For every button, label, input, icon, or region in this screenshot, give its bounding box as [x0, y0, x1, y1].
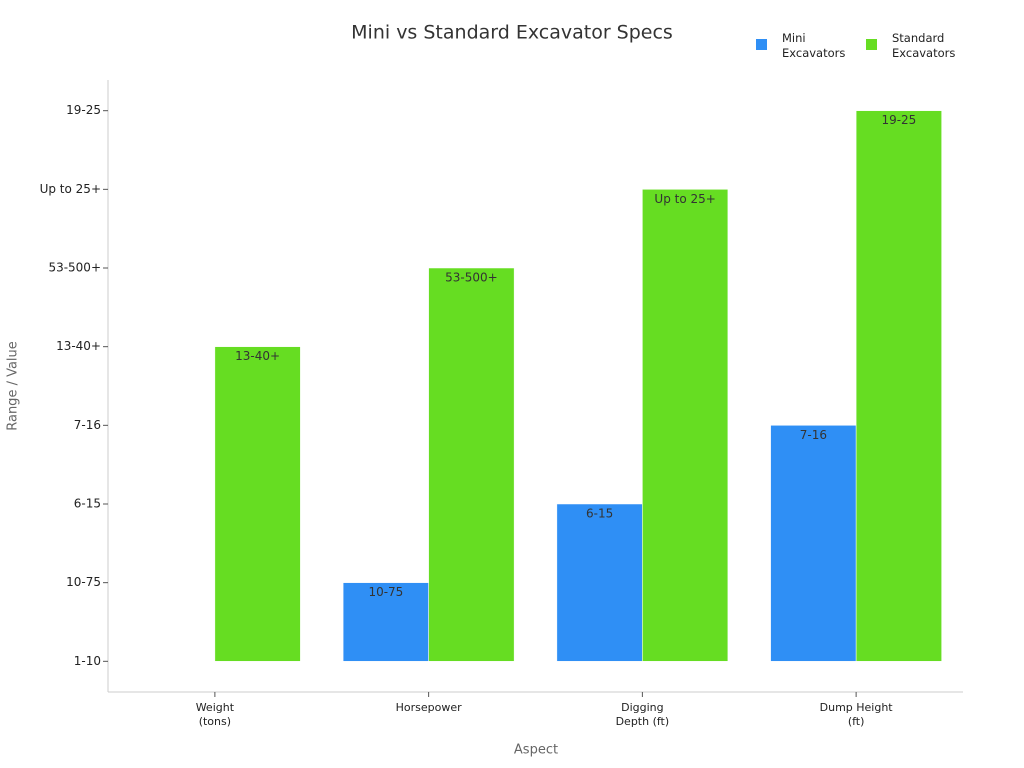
y-tick-label: 19-25 [66, 103, 101, 117]
x-tick-label: Horsepower [396, 701, 462, 714]
data-label: 53-500+ [445, 271, 498, 285]
legend-label: Mini Excavators [782, 31, 845, 60]
x-axis-title: Aspect [514, 743, 558, 758]
y-tick-label: 53-500+ [48, 261, 101, 275]
bar [214, 346, 301, 662]
bar [642, 189, 729, 662]
legend-label: Standard Excavators [892, 31, 955, 60]
legend-swatch [866, 39, 877, 50]
bar [770, 425, 857, 662]
y-tick-label: Up to 25+ [40, 182, 101, 196]
data-label: 19-25 [881, 113, 916, 127]
y-axis-title: Range / Value [6, 341, 21, 431]
bar [556, 503, 643, 662]
x-tick-label: Dump Height (ft) [820, 701, 894, 728]
y-tick-label: 6-15 [74, 496, 101, 510]
data-label: Up to 25+ [654, 192, 715, 206]
y-tick-label: 7-16 [74, 418, 101, 432]
legend-swatch [756, 39, 767, 50]
data-label: 6-15 [586, 506, 613, 520]
bar [428, 267, 515, 662]
bar [342, 582, 429, 662]
bar [855, 110, 942, 662]
data-label: 10-75 [368, 585, 403, 599]
data-label: 7-16 [800, 428, 827, 442]
y-tick-label: 13-40+ [56, 339, 101, 353]
chart-title: Mini vs Standard Excavator Specs [351, 22, 673, 44]
x-tick-label: Digging Depth (ft) [616, 701, 670, 728]
y-tick-label: 10-75 [66, 575, 101, 589]
data-label: 13-40+ [235, 349, 280, 363]
x-tick-label: Weight (tons) [196, 701, 235, 728]
y-tick-label: 1-10 [74, 654, 101, 668]
